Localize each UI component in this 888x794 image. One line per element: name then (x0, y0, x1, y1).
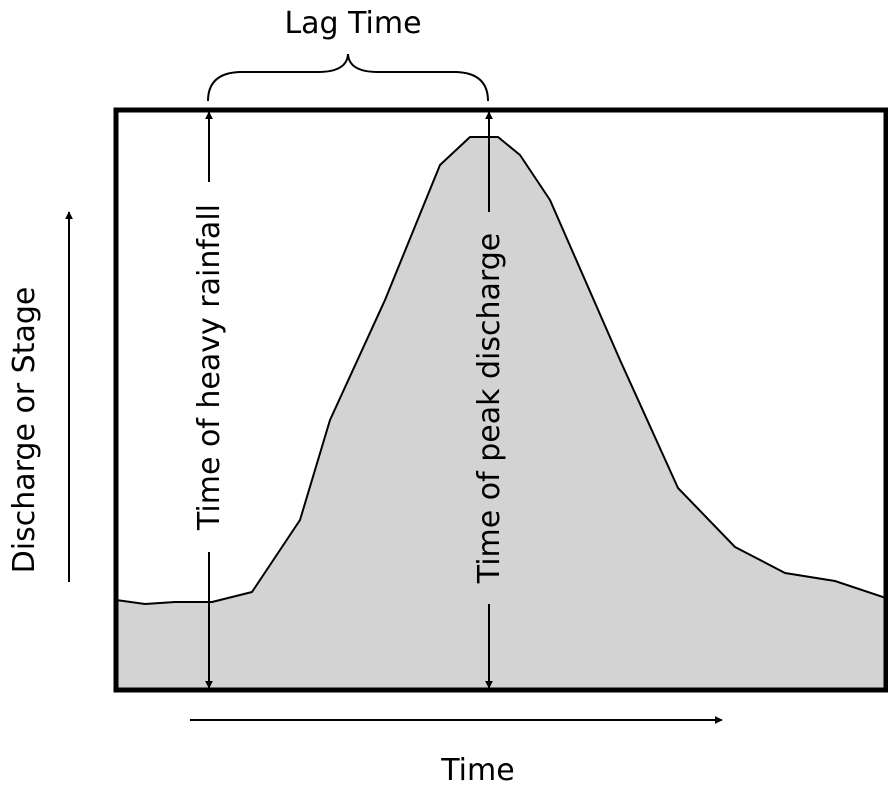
y-axis-label: Discharge or Stage (7, 287, 42, 574)
heavy-rainfall-label: Time of heavy rainfall (192, 204, 227, 531)
peak-discharge-label: Time of peak discharge (472, 233, 507, 584)
lag-time-brace (207, 53, 489, 102)
x-axis-label: Time (440, 753, 514, 788)
hydrograph-area (116, 136, 886, 690)
plot-frame (113, 107, 888, 693)
lag-time-label: Lag Time (284, 6, 421, 41)
